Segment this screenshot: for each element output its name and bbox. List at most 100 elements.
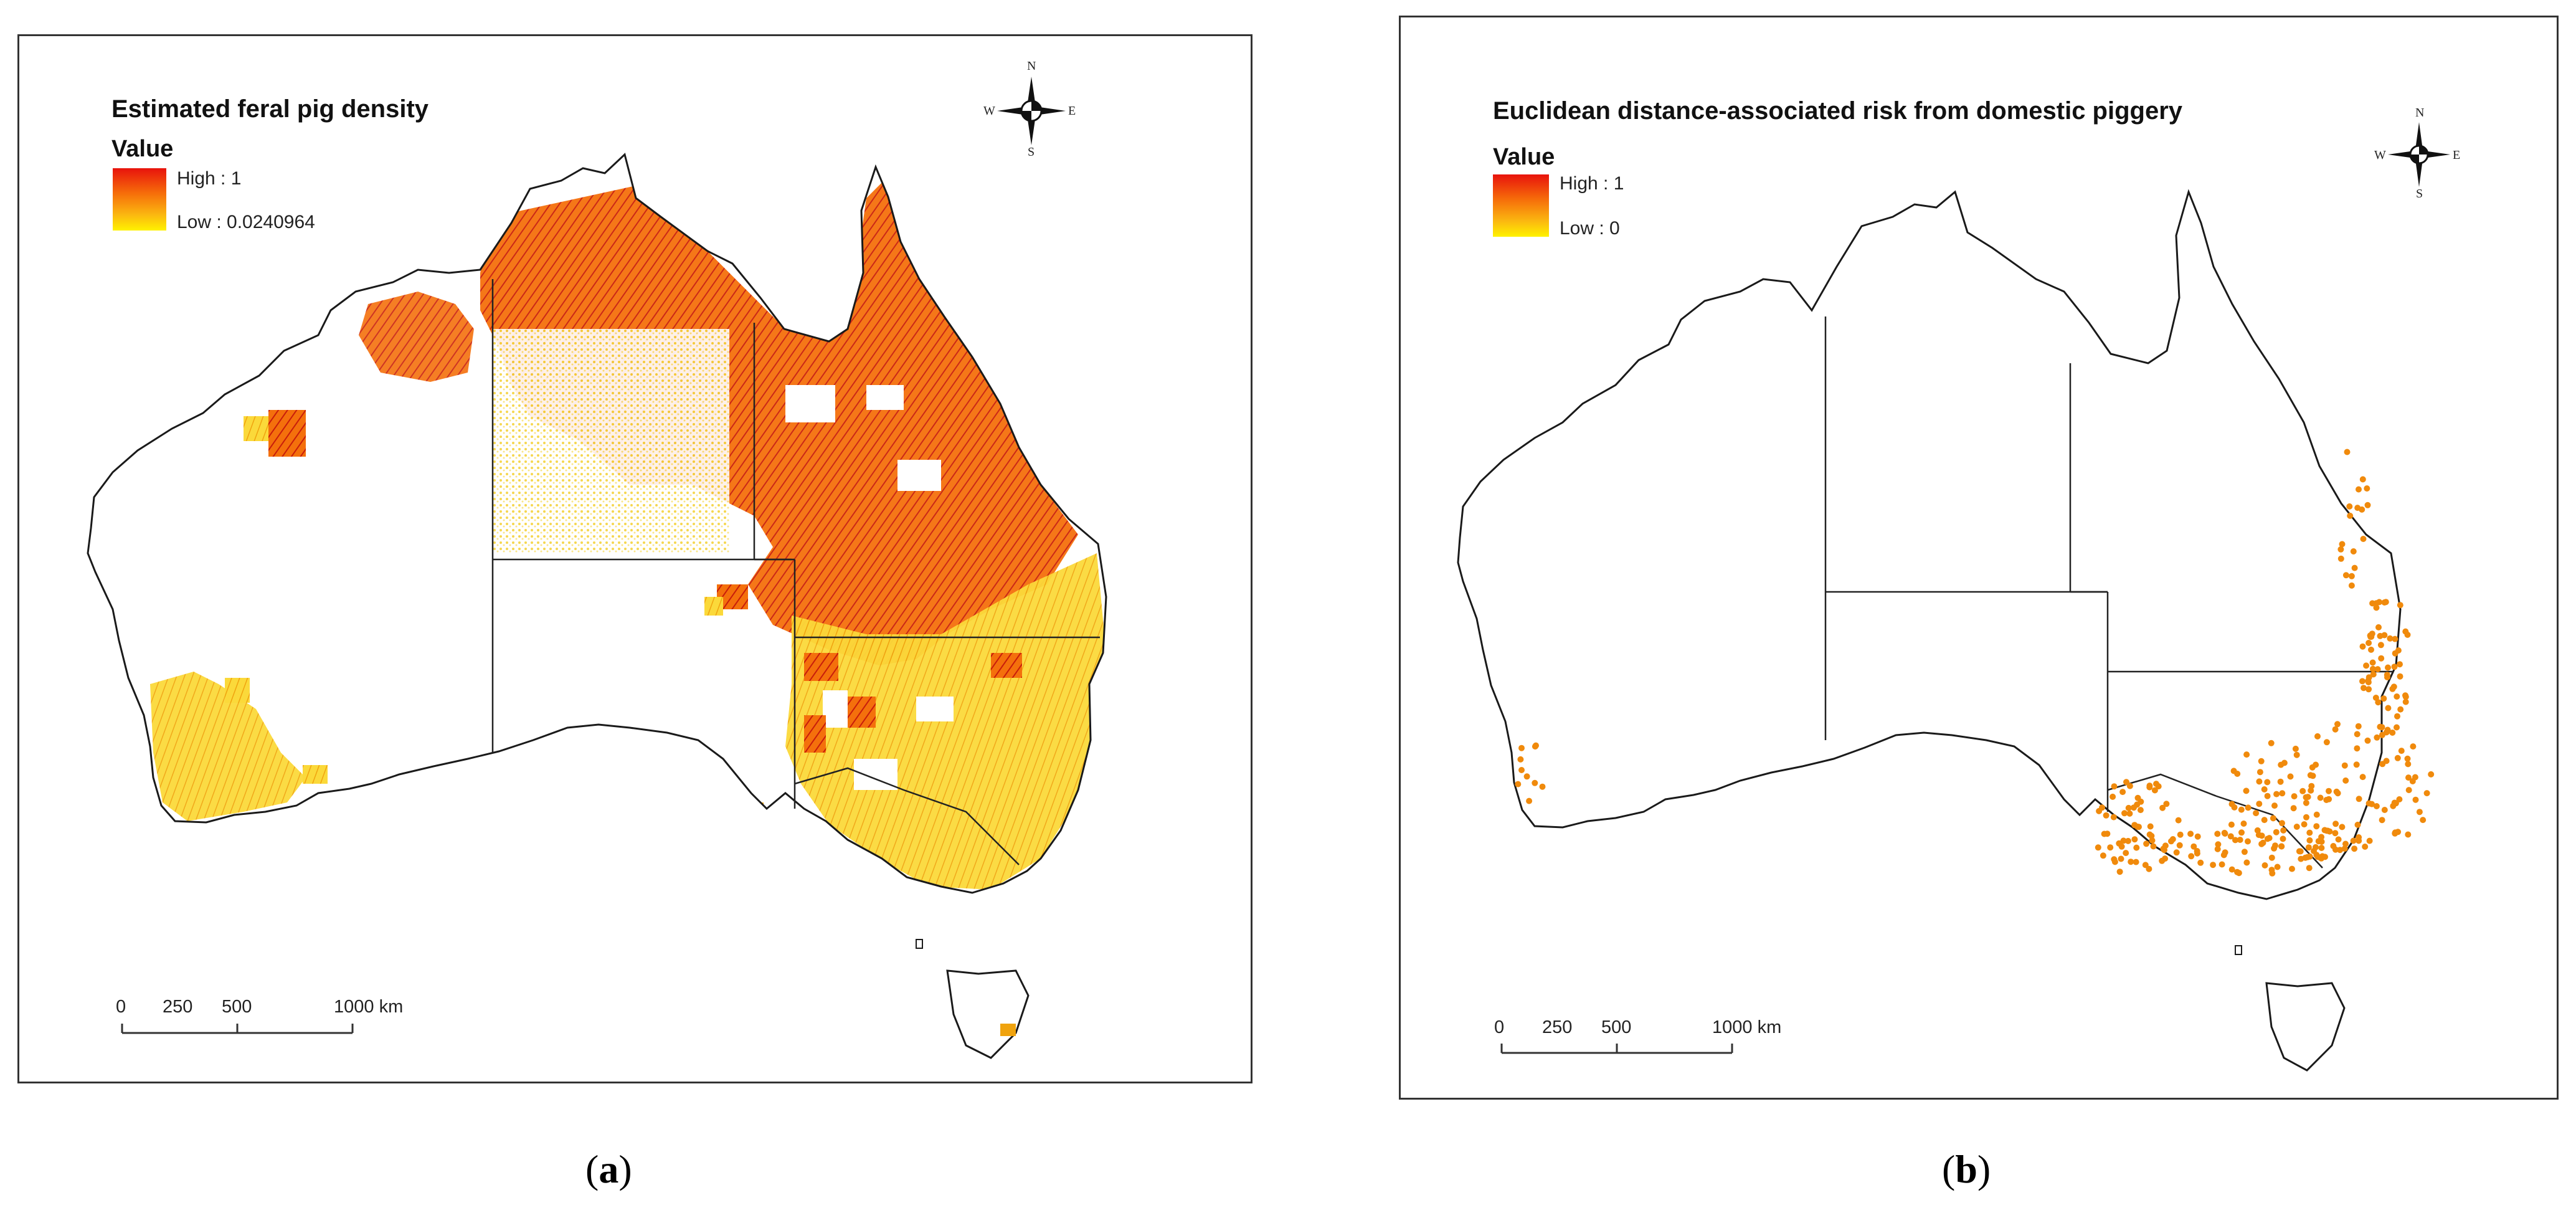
- piggery-point: [2116, 868, 2123, 875]
- piggery-point: [2405, 774, 2412, 781]
- piggery-point: [2173, 849, 2180, 856]
- piggery-point: [2101, 830, 2108, 837]
- piggery-point: [2323, 739, 2330, 746]
- scale-label-1000km: 1000 km: [334, 997, 404, 1017]
- piggery-point: [2306, 837, 2313, 844]
- piggery-point: [2151, 787, 2158, 794]
- piggery-point: [2237, 837, 2243, 843]
- piggery-point: [2359, 774, 2366, 781]
- piggery-point: [2287, 773, 2294, 780]
- piggery-point: [2369, 665, 2376, 672]
- piggery-point: [2194, 850, 2200, 857]
- piggery-point: [2124, 837, 2131, 844]
- piggery-point: [2354, 731, 2361, 738]
- piggery-point: [2355, 723, 2362, 730]
- piggery-point: [2218, 861, 2225, 868]
- piggery-point: [2313, 823, 2320, 830]
- piggery-point: [2363, 662, 2370, 669]
- piggery-point: [2149, 837, 2156, 844]
- piggery-point: [2232, 837, 2238, 844]
- piggery-point: [2405, 787, 2412, 794]
- piggery-point: [2389, 685, 2396, 692]
- piggery-point: [2351, 845, 2358, 852]
- piggery-point: [2197, 859, 2204, 866]
- piggery-point: [2373, 604, 2380, 611]
- scale-label-0: 0: [116, 997, 126, 1017]
- piggery-point: [2273, 829, 2280, 835]
- piggery-point: [2293, 751, 2300, 758]
- piggery-point: [2364, 737, 2371, 744]
- piggery-point: [2379, 731, 2385, 738]
- piggery-point: [2187, 830, 2194, 837]
- scale-bar: [1500, 1044, 1733, 1054]
- piggery-point: [2240, 821, 2247, 827]
- piggery-point: [2385, 664, 2391, 671]
- piggery-point: [2364, 502, 2371, 508]
- piggery-point: [2384, 726, 2391, 733]
- piggery-point: [2128, 859, 2134, 865]
- piggery-point: [2379, 817, 2385, 824]
- piggery-point: [2318, 845, 2325, 851]
- piggery-point: [2261, 786, 2268, 792]
- piggery-point: [2334, 721, 2341, 728]
- piggery-point: [1523, 773, 1530, 780]
- piggery-point: [2228, 801, 2235, 807]
- piggery-point: [2365, 640, 2372, 646]
- scale-label-250: 250: [1542, 1017, 1573, 1037]
- piggery-point: [2381, 807, 2388, 813]
- piggery-point: [2378, 655, 2385, 662]
- piggery-point: [2342, 840, 2349, 847]
- piggery-point: [2243, 859, 2250, 866]
- piggery-point: [2405, 831, 2412, 838]
- piggery-point: [2243, 751, 2250, 758]
- piggery-point: [2412, 796, 2419, 803]
- piggery-point: [2402, 693, 2409, 700]
- state-borders: [491, 279, 1100, 865]
- piggery-point: [2261, 862, 2268, 868]
- piggery-point: [2335, 836, 2342, 843]
- piggery-point: [2369, 659, 2376, 666]
- piggery-point: [2322, 854, 2328, 860]
- piggery-point: [2228, 866, 2235, 873]
- piggery-point: [2359, 678, 2365, 685]
- piggery-point: [2111, 856, 2118, 863]
- piggery-point: [2292, 745, 2299, 752]
- piggery-point: [2391, 799, 2398, 806]
- piggery-point: [2235, 870, 2242, 877]
- piggery-point: [2365, 686, 2372, 693]
- legend-high-label: High : 1: [177, 168, 242, 189]
- piggery-point: [2175, 817, 2182, 824]
- piggery-point: [2279, 790, 2286, 797]
- legend-color-ramp: [113, 168, 166, 231]
- legend-high-label: High : 1: [1560, 173, 1624, 194]
- piggery-point: [2306, 865, 2313, 872]
- piggery-point: [2385, 705, 2392, 711]
- piggery-point: [2397, 673, 2403, 680]
- piggery-point: [2260, 839, 2266, 846]
- piggery-point: [2256, 769, 2263, 776]
- density-raster: [150, 179, 1106, 890]
- piggery-point: [2303, 799, 2309, 806]
- piggery-point: [2356, 486, 2362, 493]
- piggery-point: [1532, 779, 1538, 786]
- piggery-point: [2163, 801, 2170, 807]
- piggery-point: [2384, 672, 2390, 678]
- piggery-point: [2392, 829, 2398, 836]
- piggery-point: [2376, 599, 2383, 606]
- piggery-point: [1532, 743, 1538, 750]
- piggery-point: [2123, 779, 2129, 786]
- caption-a: (a): [585, 1147, 632, 1191]
- piggery-point: [2126, 810, 2133, 817]
- piggery-point: [2380, 695, 2387, 702]
- piggery-point: [2365, 679, 2372, 685]
- piggery-point: [2271, 802, 2278, 809]
- piggery-point: [2420, 817, 2427, 824]
- piggery-point: [2368, 646, 2374, 653]
- piggery-point: [2410, 743, 2417, 750]
- piggery-point: [2111, 783, 2118, 790]
- piggery-point: [2377, 642, 2384, 649]
- piggery-point: [2375, 624, 2382, 630]
- piggery-point: [2268, 854, 2275, 861]
- australia-piggery-risk-map: [1457, 189, 2435, 1072]
- piggery-point: [2261, 817, 2268, 824]
